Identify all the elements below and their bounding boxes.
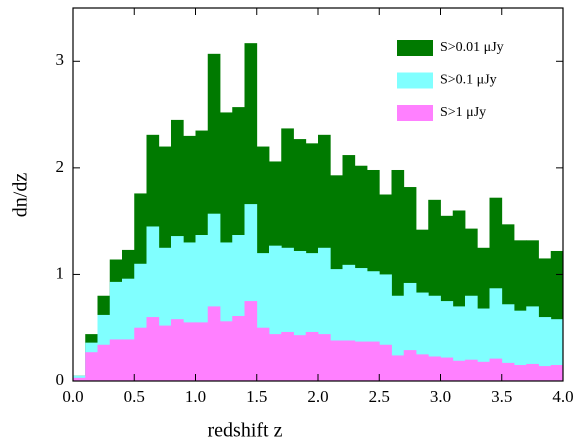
y-tick-label: 0 [56,370,65,389]
bar [195,322,209,381]
x-tick-label: 3.0 [430,387,451,406]
legend-swatch [397,105,433,121]
bar [428,356,441,381]
bar [146,317,160,381]
x-tick-label: 0.0 [62,387,83,406]
x-tick-label: 2.0 [307,387,328,406]
bar [305,331,319,381]
bar [122,339,135,381]
legend-label: S>0.1 μJy [440,73,497,88]
bar [318,334,331,381]
bar [220,321,233,381]
bar [501,362,515,381]
bar [85,352,98,381]
bar [538,317,552,381]
bar [171,319,184,381]
y-tick-label: 1 [56,263,65,282]
x-axis-label: redshift z [208,420,283,442]
bar [379,344,392,381]
x-tick-label: 1.5 [246,387,267,406]
x-tick-label: 0.5 [124,387,145,406]
legend-label: S>1 μJy [440,105,486,120]
x-tick-label: 3.5 [491,387,512,406]
bar [514,310,527,381]
y-tick-label: 3 [56,50,65,69]
x-tick-label: 2.5 [369,387,390,406]
bar [342,340,356,381]
x-tick-label: 4.0 [552,387,573,406]
legend-swatch [397,40,433,56]
bar [550,365,564,381]
bar [109,339,123,381]
bar [514,365,527,381]
bar [73,377,86,381]
y-tick-label: 2 [56,157,65,176]
bar [452,360,466,381]
bar [158,325,172,381]
bar [538,366,552,381]
bar [526,363,539,381]
bar [354,341,368,381]
bar [232,315,245,381]
bar [416,354,429,381]
bar [477,361,490,381]
legend-label: S>0.01 μJy [440,40,504,55]
bar [465,359,478,381]
bar [403,350,417,381]
bar [97,344,111,381]
bar [293,335,307,381]
legend-swatch [397,72,433,89]
bar [134,327,147,381]
bar [330,340,343,381]
bar [244,301,258,381]
x-tick-label: 1.0 [185,387,206,406]
bar [269,334,282,381]
bar [489,358,503,381]
bar [526,306,539,381]
bar [281,331,294,381]
y-axis-label: dn/dz [10,173,32,218]
bar [183,322,196,381]
bar [256,327,270,381]
bar [391,355,405,381]
bar [207,306,221,381]
bar [501,304,515,381]
bar [440,357,454,381]
bar [367,341,380,381]
bar [489,288,503,381]
